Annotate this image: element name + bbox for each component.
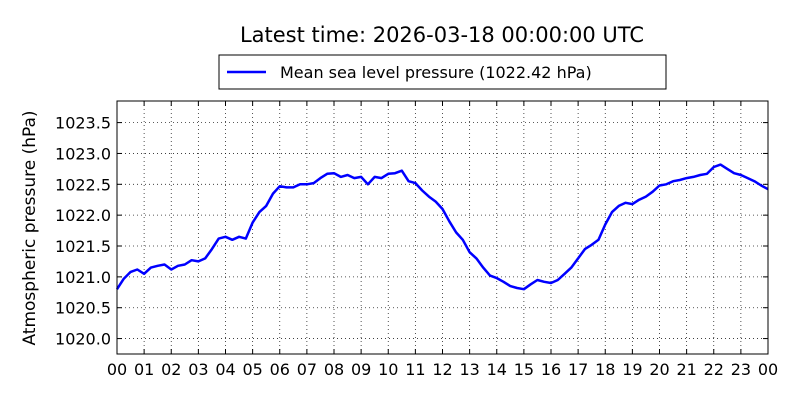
x-tick-label: 11 bbox=[405, 360, 425, 379]
x-tick-label: 15 bbox=[514, 360, 534, 379]
legend-label: Mean sea level pressure (1022.42 hPa) bbox=[280, 63, 592, 82]
grid bbox=[117, 101, 768, 354]
plot-frame bbox=[116, 100, 769, 355]
y-tick-label: 1022.0 bbox=[55, 206, 111, 225]
y-tick-label: 1020.0 bbox=[55, 330, 111, 349]
x-tick-label: 20 bbox=[649, 360, 669, 379]
y-tick-label: 1021.0 bbox=[55, 268, 111, 287]
chart-title: Latest time: 2026-03-18 00:00:00 UTC bbox=[240, 23, 644, 47]
x-tick-label: 04 bbox=[215, 360, 235, 379]
x-tick-label: 19 bbox=[622, 360, 642, 379]
series-line-mean-sea-level-pressure bbox=[115, 163, 769, 291]
x-tick-label: 14 bbox=[487, 360, 507, 379]
y-tick-label: 1023.0 bbox=[55, 144, 111, 163]
x-tick-label: 00 bbox=[107, 360, 127, 379]
x-axis: 00 01 02 03 04 05 06 07 08 09 10 11 12 13 14 15 16 17 18 19… bbox=[107, 101, 778, 379]
x-tick-label: 13 bbox=[459, 360, 479, 379]
x-tick-label: 03 bbox=[188, 360, 208, 379]
x-tick-label: 18 bbox=[595, 360, 615, 379]
x-tick-label: 22 bbox=[704, 360, 724, 379]
y-axis: 1020.0 1020.5 1021.0 1021.5 1022.0 1022.5 1023… bbox=[55, 114, 768, 349]
legend-box bbox=[218, 54, 667, 90]
y-tick-label: 1022.5 bbox=[55, 175, 111, 194]
y-tick-label: 1020.5 bbox=[55, 299, 111, 318]
x-tick-label: 16 bbox=[541, 360, 561, 379]
x-tick-label: 02 bbox=[161, 360, 181, 379]
x-tick-label: 21 bbox=[676, 360, 696, 379]
x-tick-label: 17 bbox=[568, 360, 588, 379]
x-tick-label: 07 bbox=[297, 360, 317, 379]
x-tick-label: 06 bbox=[270, 360, 290, 379]
y-axis-label: Atmospheric pressure (hPa) bbox=[20, 110, 40, 345]
y-tick-label: 1021.5 bbox=[55, 237, 111, 256]
x-tick-label: 09 bbox=[351, 360, 371, 379]
x-tick-label: 05 bbox=[242, 360, 262, 379]
y-tick-label: 1023.5 bbox=[55, 114, 111, 133]
x-tick-label: 10 bbox=[378, 360, 398, 379]
x-tick-label: 23 bbox=[731, 360, 751, 379]
x-tick-label: 01 bbox=[134, 360, 154, 379]
x-tick-label: 00 bbox=[758, 360, 778, 379]
legend: Mean sea level pressure (1022.42 hPa) bbox=[218, 54, 667, 90]
x-tick-label: 12 bbox=[432, 360, 452, 379]
x-tick-label: 08 bbox=[324, 360, 344, 379]
